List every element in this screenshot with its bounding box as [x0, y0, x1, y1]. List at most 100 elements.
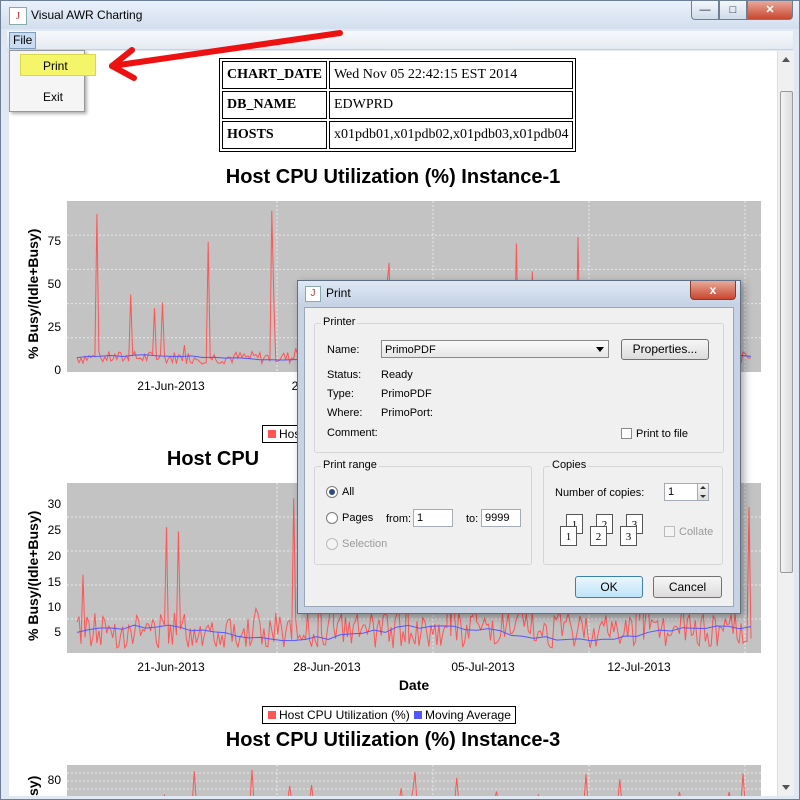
info-key: DB_NAME	[222, 91, 327, 119]
chart-2-ytick: 20	[47, 549, 61, 563]
collate-pages-icon: 1 1 2 2 3 3	[558, 514, 658, 550]
name-label: Name:	[327, 344, 360, 356]
copies-group: Copies Number of copies: 1 1 1 2 2 3 3 C…	[543, 459, 723, 565]
printer-group: Printer Name: PrimoPDF Properties... Sta…	[314, 316, 724, 453]
collate-checkbox[interactable]	[664, 526, 675, 537]
from-page-input[interactable]: 1	[413, 509, 453, 527]
menu-bar: File	[7, 31, 793, 50]
chart-3-plot[interactable]	[67, 765, 761, 796]
legend-swatch	[268, 711, 276, 719]
info-key: CHART_DATE	[222, 61, 327, 89]
chart-2-xlabel: Date	[398, 677, 430, 693]
chart-1-xtick: 21-Jun-2013	[137, 379, 205, 393]
title-bar[interactable]: J Visual AWR Charting — □ ✕	[1, 1, 799, 29]
print-range-group: Print range All Pages from: 1 to: 9999 S…	[314, 459, 532, 565]
window-title: Visual AWR Charting	[31, 8, 143, 22]
legend-label: Moving Average	[425, 708, 511, 722]
chart-1-title: Host CPU Utilization (%) Instance-1	[225, 166, 561, 188]
type-label: Type:	[327, 388, 354, 400]
chart-1-ytick: 0	[54, 363, 61, 377]
chart-2-ytick: 15	[47, 575, 61, 589]
to-page-input[interactable]: 9999	[481, 509, 521, 527]
copies-group-title: Copies	[550, 459, 589, 471]
menu-item-label: Print	[43, 59, 68, 73]
legend-swatch	[268, 430, 276, 438]
scroll-down-icon[interactable]	[782, 785, 790, 790]
maximize-button[interactable]: □	[719, 1, 747, 20]
properties-button[interactable]: Properties...	[621, 339, 709, 360]
chart-2-ytick: 25	[47, 523, 61, 537]
to-label: to:	[466, 513, 479, 525]
vertical-scrollbar[interactable]	[777, 51, 794, 796]
ok-button[interactable]: OK	[575, 576, 643, 598]
print-dialog-titlebar[interactable]: J Print x	[298, 281, 740, 305]
chevron-down-icon	[596, 347, 604, 352]
scroll-up-icon[interactable]	[782, 57, 790, 62]
table-row: CHART_DATE Wed Nov 05 22:42:15 EST 2014	[222, 61, 574, 89]
menu-file[interactable]: File	[9, 32, 37, 49]
number-of-copies-label: Number of copies:	[555, 487, 645, 499]
chart-1-legend: Hos	[262, 425, 306, 443]
dialog-close-button[interactable]: x	[690, 281, 736, 300]
where-label: Where:	[327, 407, 363, 419]
close-button[interactable]: ✕	[747, 1, 793, 20]
from-label: from:	[386, 513, 412, 525]
range-all-label: All	[342, 486, 355, 498]
chart-2-ytick: 5	[54, 625, 61, 639]
chart-1-ytick: 50	[47, 277, 61, 291]
chart-1-xtick: 2	[291, 379, 299, 393]
chart-2-ytick: 30	[47, 497, 61, 511]
print-to-file-checkbox[interactable]	[621, 428, 632, 439]
chart-2-xtick: 28-Jun-2013	[293, 660, 361, 674]
chart-2-xtick: 21-Jun-2013	[137, 660, 205, 674]
legend-swatch	[414, 711, 423, 719]
chart-3-svg	[67, 765, 761, 796]
collate-label: Collate	[679, 526, 714, 538]
info-value: EDWPRD	[328, 91, 574, 119]
table-row: HOSTS x01pdb01,x01pdb02,x01pdb03,x01pdb0…	[222, 121, 574, 149]
copies-input[interactable]: 1	[664, 483, 698, 501]
menu-item-exit[interactable]: Exit	[10, 86, 84, 108]
where-value: PrimoPort:	[381, 407, 433, 419]
copies-spinner[interactable]	[697, 483, 709, 501]
series-moving-average-line	[76, 624, 752, 642]
chart-3-ytick: 80	[47, 773, 61, 787]
menu-item-label: Exit	[43, 90, 64, 104]
chart-3-title: Host CPU Utilization (%) Instance-3	[225, 729, 561, 751]
range-pages-radio[interactable]	[326, 512, 338, 524]
type-value: PrimoPDF	[381, 388, 432, 400]
chart-1-ytick: 75	[47, 234, 61, 248]
printer-select-value: PrimoPDF	[385, 344, 436, 356]
legend-label: Host CPU Utilization (%)	[279, 708, 410, 722]
java-app-icon: J	[305, 286, 321, 302]
printer-select[interactable]: PrimoPDF	[381, 340, 609, 358]
scroll-thumb[interactable]	[780, 91, 793, 573]
info-value: Wed Nov 05 22:42:15 EST 2014	[328, 61, 574, 89]
range-selection-label: Selection	[342, 538, 388, 550]
print-dialog-body: Printer Name: PrimoPDF Properties... Sta…	[304, 307, 734, 607]
menu-item-print[interactable]: Print	[20, 54, 96, 76]
printer-group-title: Printer	[321, 316, 358, 328]
status-label: Status:	[327, 369, 362, 381]
legend-label: Hos	[279, 427, 301, 441]
info-value: x01pdb01,x01pdb02,x01pdb03,x01pdb04	[328, 121, 574, 149]
series-host-cpu-line	[163, 769, 746, 796]
range-selection-radio[interactable]	[326, 538, 338, 550]
chart-2-title: Host CPU	[166, 448, 260, 470]
print-range-group-title: Print range	[321, 459, 379, 471]
chart-2-legend: Host CPU Utilization (%) Moving Average	[262, 706, 516, 724]
info-key: HOSTS	[222, 121, 327, 149]
chart-2-xtick: 05-Jul-2013	[451, 660, 515, 674]
chart-1-ylabel: % Busy/(Idle+Busy)	[25, 228, 41, 359]
chart-1-ytick: 25	[47, 320, 61, 334]
java-app-icon: J	[9, 7, 27, 25]
print-to-file-label: Print to file	[636, 428, 688, 440]
chart-2-xtick: 12-Jul-2013	[607, 660, 671, 674]
minimize-button[interactable]: —	[691, 1, 719, 20]
cancel-button[interactable]: Cancel	[653, 576, 722, 598]
comment-label: Comment:	[327, 427, 378, 439]
status-value: Ready	[381, 369, 413, 381]
window-controls: — □ ✕	[691, 1, 793, 21]
range-pages-label: Pages	[342, 512, 374, 524]
range-all-radio[interactable]	[326, 486, 338, 498]
